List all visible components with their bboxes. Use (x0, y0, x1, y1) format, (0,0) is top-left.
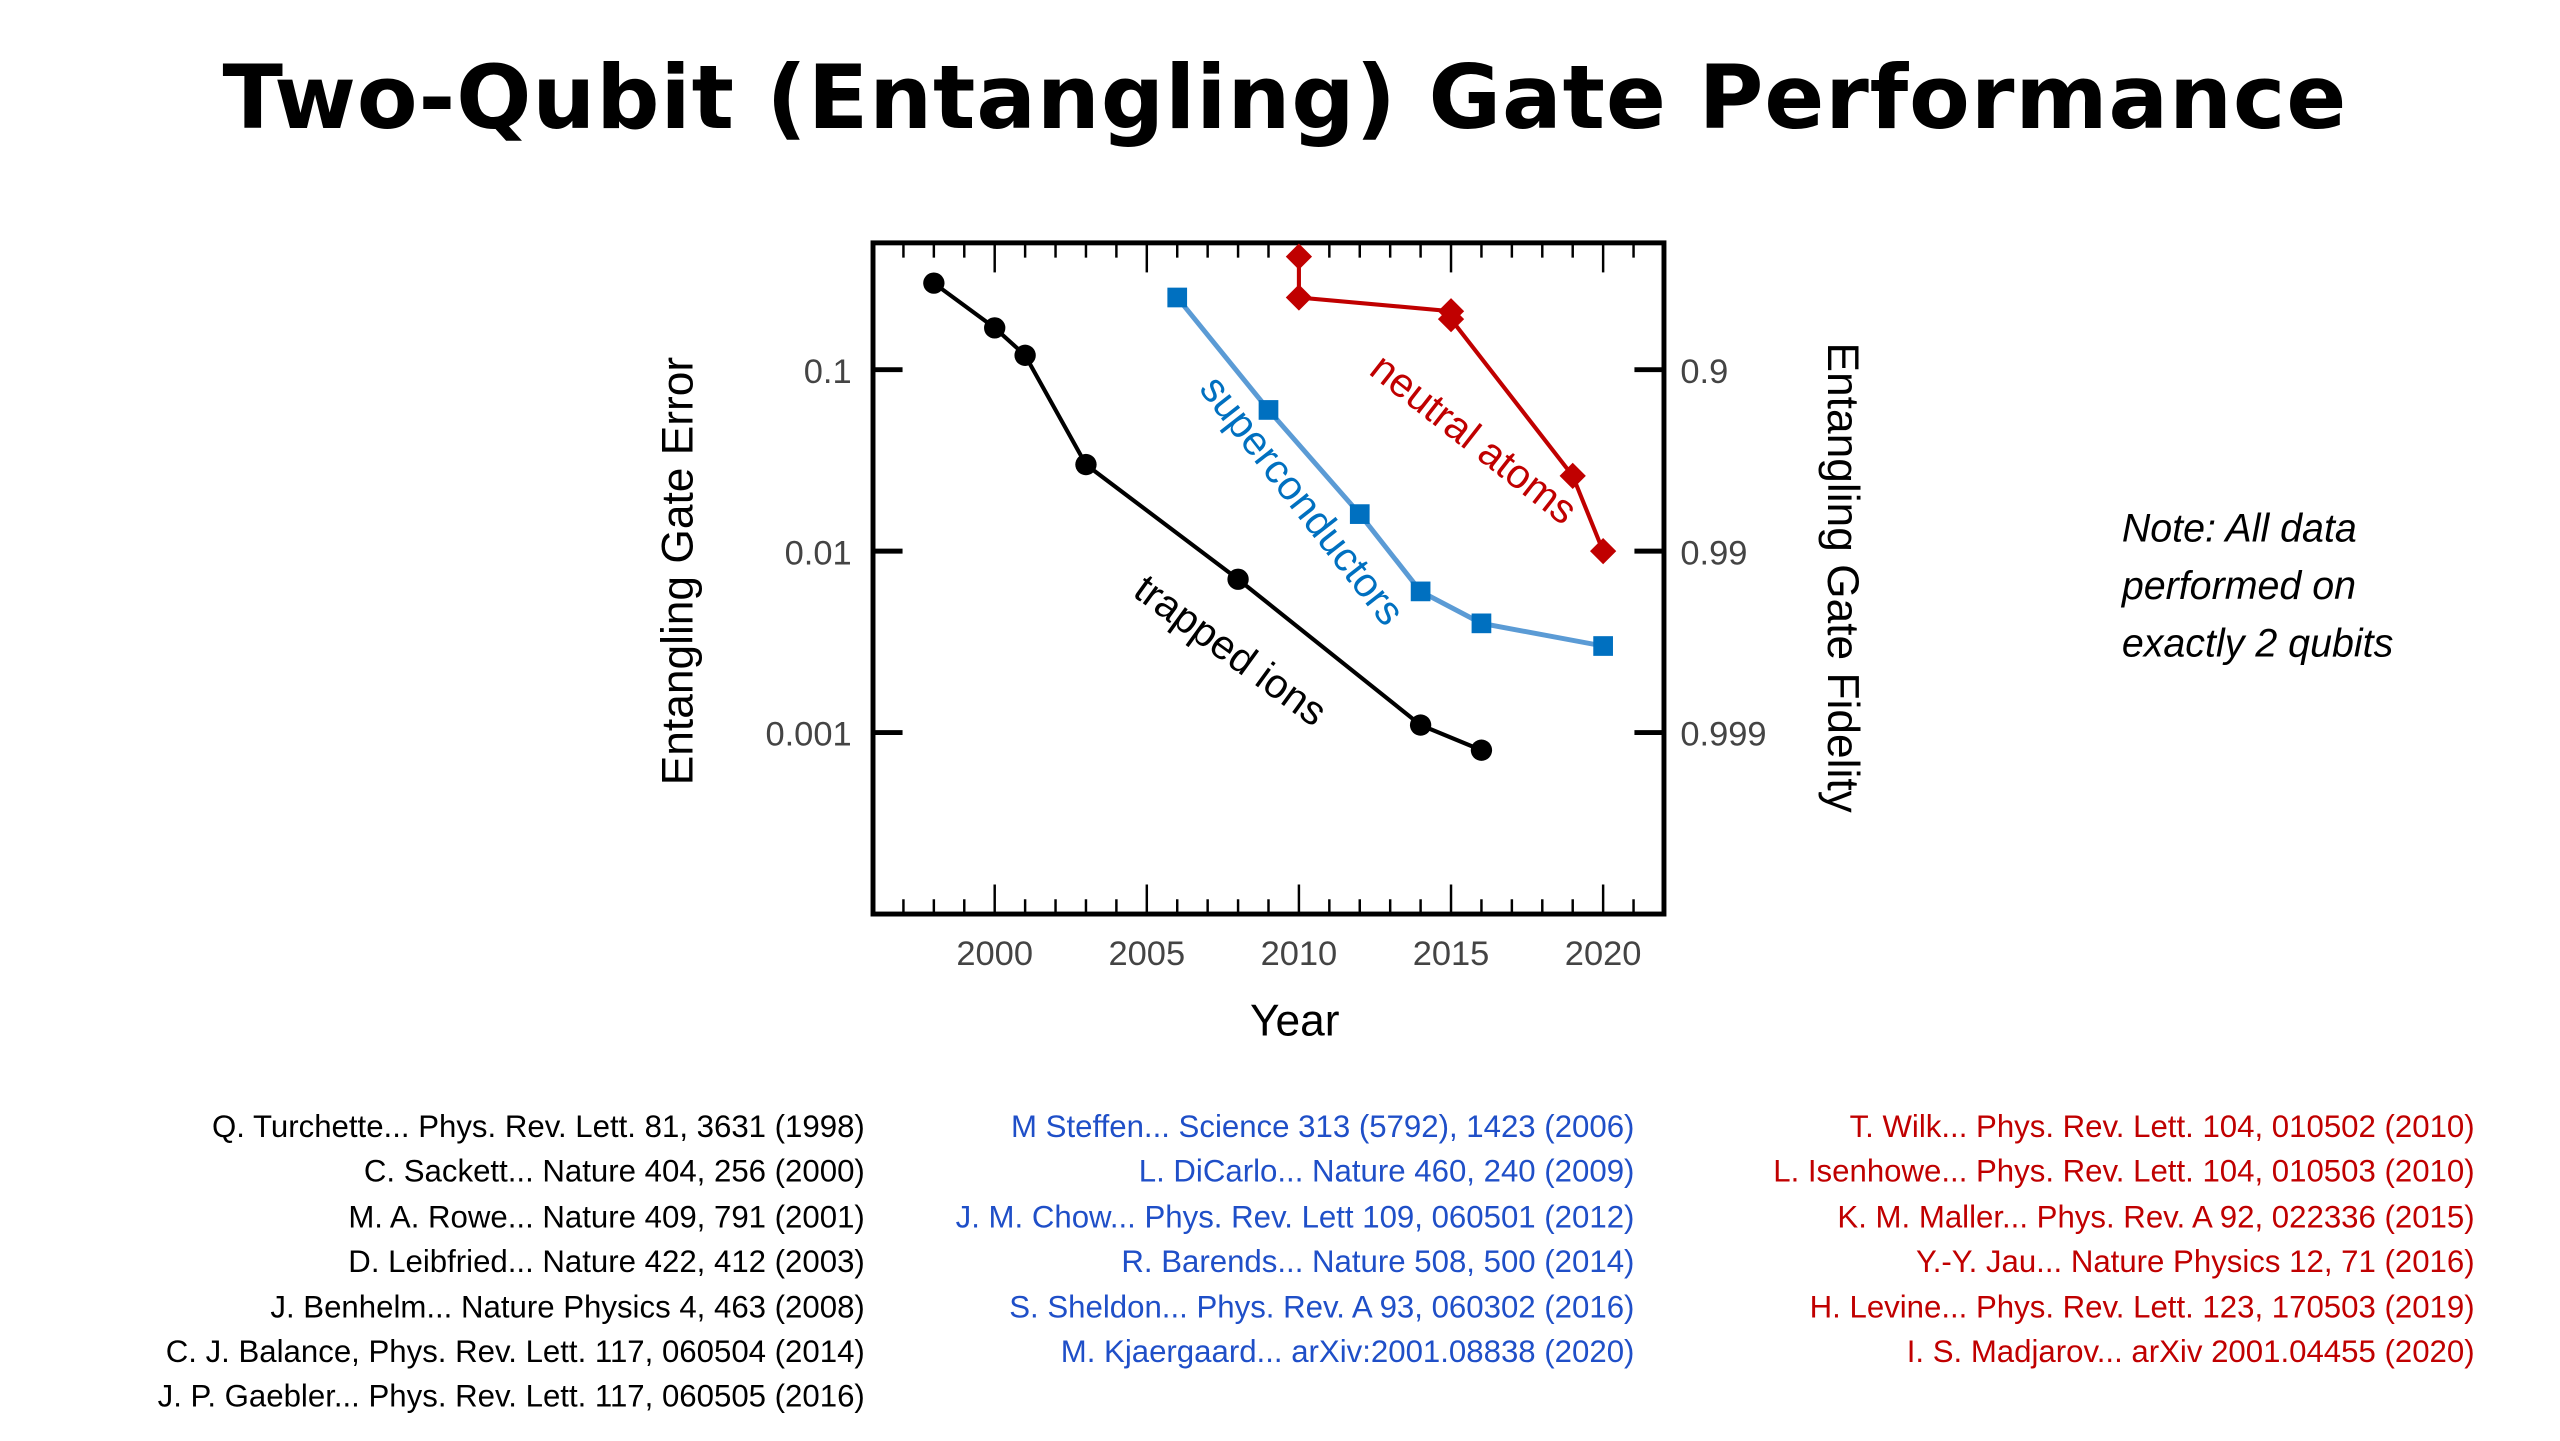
note: Note: All data performed on exactly 2 qu… (2122, 501, 2393, 673)
y-right-tick-label: 0.99 (1680, 534, 1747, 572)
data-point (1285, 284, 1313, 311)
note-line: performed on (2121, 564, 2357, 609)
data-point (1410, 581, 1431, 602)
data-point (1227, 568, 1249, 590)
data-point (1559, 462, 1586, 489)
reference-item: L. Isenhowe... Phys. Rev. Lett. 104, 010… (1773, 1155, 2475, 1191)
reference-item: K. M. Maller... Phys. Rev. A 92, 022336 … (1837, 1200, 2475, 1236)
data-point (1593, 636, 1613, 656)
reference-item: C. Sackett... Nature 404, 256 (2000) (363, 1155, 865, 1191)
data-point (1167, 287, 1188, 308)
x-tick-label: 2005 (1108, 935, 1185, 973)
reference-item: D. Leibfried... Nature 422, 412 (2003) (348, 1245, 865, 1281)
reference-item: M. A. Rowe... Nature 409, 791 (2001) (348, 1200, 865, 1236)
x-tick-label: 2010 (1261, 935, 1338, 973)
data-point (984, 317, 1006, 339)
data-point (1471, 613, 1492, 634)
y-axis-label: Entangling Gate Error (654, 357, 703, 786)
y-tick-label: 0.001 (765, 716, 851, 754)
reference-item: J. P. Gaebler... Phys. Rev. Lett. 117, 0… (157, 1380, 865, 1416)
reference-item: S. Sheldon... Phys. Rev. A 93, 060302 (2… (1009, 1290, 1635, 1326)
series-line (1175, 295, 1604, 649)
note-line: Note: All data (2121, 507, 2357, 552)
data-point (1258, 400, 1279, 420)
x-tick-label: 2000 (956, 935, 1033, 973)
data-point (1409, 714, 1432, 736)
reference-item: H. Levine... Phys. Rev. Lett. 123, 17050… (1809, 1290, 2475, 1326)
x-axis-label: Year (1250, 996, 1340, 1045)
reference-item: J. Benhelm... Nature Physics 4, 463 (200… (270, 1290, 865, 1326)
reference-item: L. DiCarlo... Nature 460, 240 (2009) (1138, 1155, 1635, 1191)
reference-item: Q. Turchette... Phys. Rev. Lett. 81, 363… (211, 1110, 865, 1146)
data-point (1470, 739, 1493, 761)
x-tick-label: 2020 (1565, 935, 1642, 973)
reference-item: C. J. Balance, Phys. Rev. Lett. 117, 060… (165, 1335, 865, 1371)
series-label: superconductors (1191, 366, 1414, 633)
y-tick-label: 0.1 (804, 353, 852, 391)
x-tick-label: 2015 (1413, 935, 1490, 973)
reference-item: M. Kjaergaard... arXiv:2001.08838 (2020) (1060, 1335, 1635, 1371)
y-tick-label: 0.01 (785, 534, 852, 572)
reference-item: T. Wilk... Phys. Rev. Lett. 104, 010502 … (1849, 1110, 2475, 1146)
data-point (1014, 344, 1036, 366)
reference-item: I. S. Madjarov... arXiv 2001.04455 (2020… (1906, 1335, 2475, 1371)
reference-item: R. Barends... Nature 508, 500 (2014) (1121, 1245, 1635, 1281)
series-label: neutral atoms (1362, 344, 1586, 533)
note-line: exactly 2 qubits (2121, 621, 2394, 667)
data-point (1285, 243, 1313, 270)
y-right-axis-label: Entangling Gate Fidelity (1818, 342, 1867, 813)
reference-item: J. M. Chow... Phys. Rev. Lett 109, 06050… (955, 1200, 1635, 1236)
series-label: trapped ions (1126, 565, 1336, 735)
references-trapped-ions: Q. Turchette... Phys. Rev. Lett. 81, 363… (158, 1106, 865, 1421)
references-neutral-atoms: T. Wilk... Phys. Rev. Lett. 104, 010502 … (1773, 1106, 2474, 1376)
data-point (1349, 504, 1370, 524)
reference-item: Y.-Y. Jau... Nature Physics 12, 71 (2016… (1915, 1245, 2475, 1281)
plot-frame (870, 240, 1667, 917)
y-right-tick-label: 0.9 (1680, 353, 1728, 391)
reference-item: M Steffen... Science 313 (5792), 1423 (2… (1011, 1110, 1635, 1146)
references-superconductors: M Steffen... Science 313 (5792), 1423 (2… (956, 1106, 1635, 1376)
data-point (923, 272, 945, 294)
data-point (1075, 453, 1097, 476)
data-point (1590, 538, 1617, 565)
slide-title: Two-Qubit (Entangling) Gate Performance (222, 45, 2348, 150)
y-right-tick-label: 0.999 (1680, 716, 1766, 754)
